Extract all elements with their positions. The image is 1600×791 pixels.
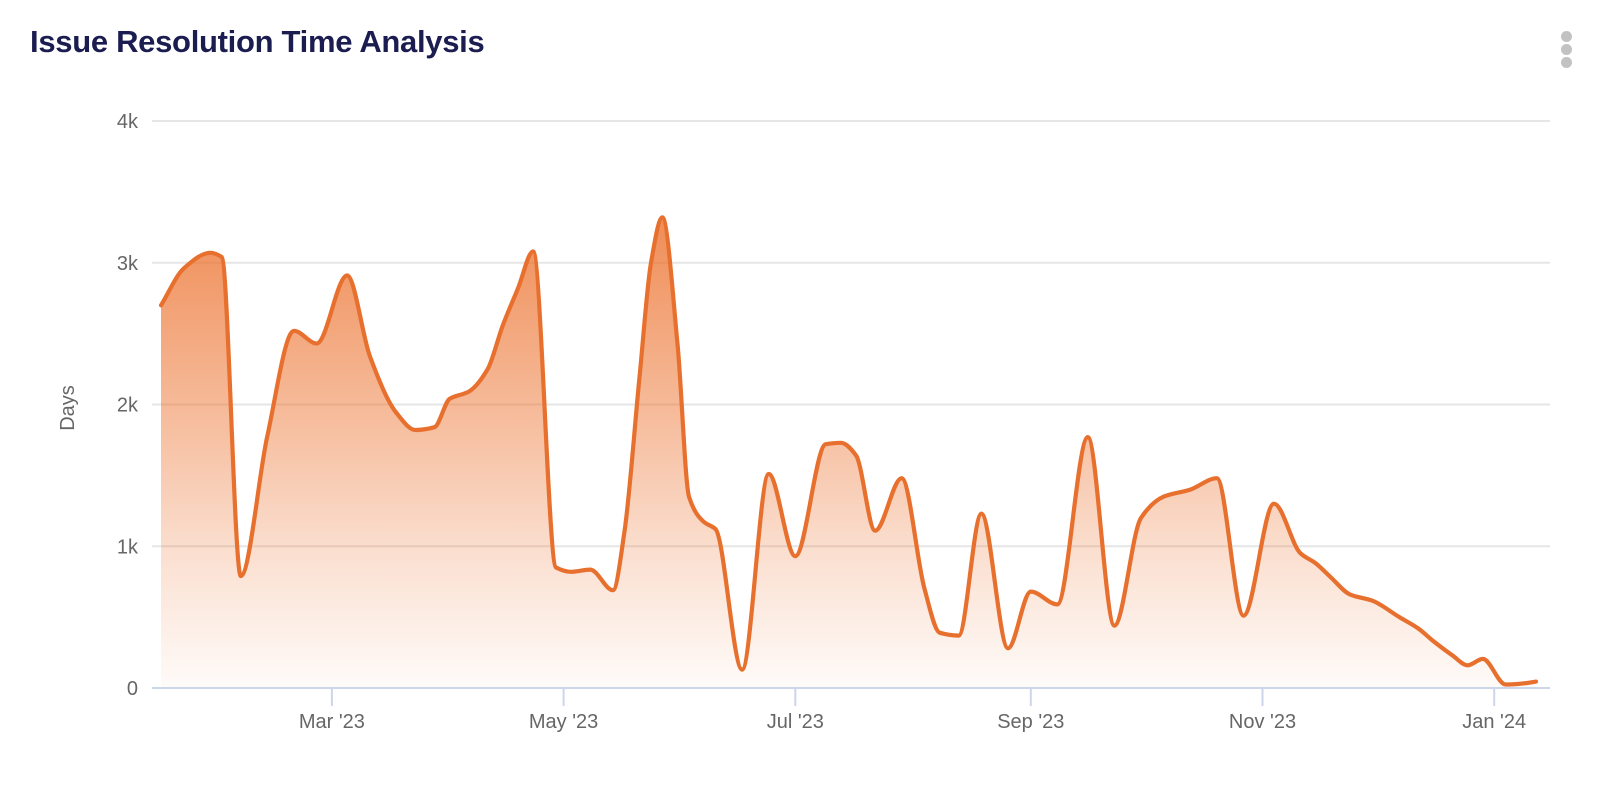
kebab-dot-icon	[1561, 57, 1572, 68]
page-title: Issue Resolution Time Analysis	[30, 24, 485, 59]
kebab-menu-button[interactable]	[1557, 27, 1576, 72]
x-tick-label: Jan '24	[1462, 711, 1526, 733]
x-tick-label: Nov '23	[1229, 711, 1296, 733]
x-tick-label: Sep '23	[997, 711, 1064, 733]
x-tick-label: Mar '23	[299, 711, 365, 733]
y-tick-label: 2k	[117, 395, 139, 417]
y-tick-label: 4k	[117, 111, 139, 133]
series-area	[161, 217, 1536, 688]
series-line	[158, 215, 1539, 687]
kebab-dot-icon	[1561, 44, 1572, 55]
y-axis-title: Days	[57, 385, 79, 431]
y-tick-label: 1k	[117, 536, 139, 558]
kebab-dot-icon	[1561, 31, 1572, 42]
x-tick-label: May '23	[529, 711, 598, 733]
x-tick-label: Jul '23	[767, 711, 824, 733]
y-tick-label: 3k	[117, 253, 139, 275]
y-tick-label: 0	[127, 678, 138, 700]
